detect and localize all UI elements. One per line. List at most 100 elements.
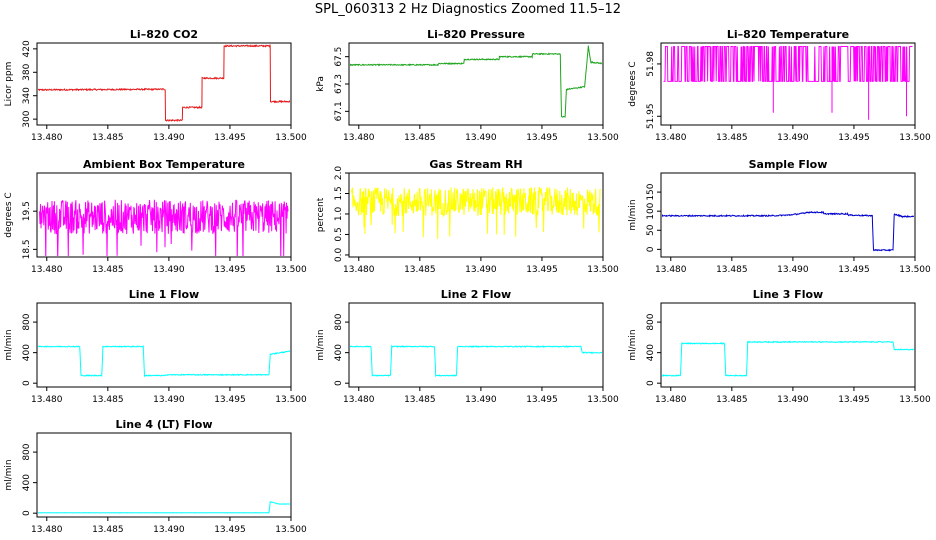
x-tick-label: 13.500 [587,265,619,275]
x-tick-label: 13.480 [655,133,687,143]
y-axis-label: percent [316,197,326,232]
series-line [350,45,602,118]
x-tick-label: 13.490 [465,395,497,405]
x-tick-label: 13.480 [655,395,687,405]
y-axis-label: ml/min [4,459,14,490]
plot-frame [660,302,916,388]
y-tick-label: 67.1 [334,101,344,121]
x-tick-label: 13.490 [777,133,809,143]
y-tick-label: 0 [334,380,344,386]
chart-panel-10: Line 4 (LT) Flow ml/min 13.480 13.485 13.490… [4,418,307,535]
x-tick-label: 13.495 [838,395,870,405]
y-tick-label: 50 [646,224,656,236]
x-tick-label: 13.485 [92,395,124,405]
x-tick-label: 13.480 [343,265,375,275]
y-tick-label: 800 [22,443,32,460]
series-line [39,199,289,256]
y-tick-label: 420 [22,40,32,57]
x-tick-label: 13.480 [343,395,375,405]
plot-frame [660,42,916,126]
chart-title: Li–820 Pressure [427,28,525,41]
y-axis-label: Licor ppm [4,62,14,107]
x-tick-label: 13.490 [153,133,185,143]
chart-panel-8: Line 2 Flow ml/min 13.480 13.485 13.490 13.49… [316,288,619,405]
y-tick-label: 800 [646,313,656,330]
x-tick-label: 13.485 [92,265,124,275]
x-tick-label: 13.480 [31,525,63,535]
x-tick-label: 13.485 [404,395,436,405]
series-line [38,501,290,514]
x-tick-label: 13.495 [526,265,558,275]
chart-panel-1: Li–820 CO2 Licor ppm 13.480 13.485 13.490 13.… [4,28,307,143]
plot-frame [36,302,292,388]
y-tick-label: 0.5 [334,227,344,241]
y-tick-label: 0.0 [334,248,344,263]
y-axis-label: ml/min [316,329,326,360]
y-tick-label: 51.95 [646,103,656,129]
y-tick-label: 19.5 [22,201,32,221]
x-tick-label: 13.485 [716,133,748,143]
x-tick-label: 13.490 [153,525,185,535]
y-tick-label: 340 [22,87,32,104]
x-tick-label: 13.480 [31,133,63,143]
chart-panel-2: Li–820 Pressure kPa 13.480 13.485 13.490 13.4… [316,28,619,143]
chart-panel-7: Line 1 Flow ml/min 13.480 13.485 13.490 13.49… [4,288,307,405]
plot-frame [36,172,292,258]
x-tick-label: 13.500 [275,133,307,143]
x-tick-label: 13.485 [92,133,124,143]
x-tick-label: 13.495 [214,525,246,535]
series-line [663,46,913,120]
chart-title: Ambient Box Temperature [83,158,245,171]
y-tick-label: 67.3 [334,74,344,94]
y-tick-label: 400 [22,344,32,361]
chart-title: Li–820 Temperature [727,28,849,41]
x-tick-label: 13.480 [655,265,687,275]
y-tick-label: 800 [334,313,344,330]
x-tick-label: 13.495 [214,133,246,143]
series-line [38,44,290,122]
plot-frame [348,302,604,388]
x-tick-label: 13.500 [587,133,619,143]
x-tick-label: 13.500 [275,525,307,535]
page-title: SPL_060313 2 Hz Diagnostics Zoomed 11.5–… [314,2,622,17]
chart-panel-6: Sample Flow ml/min 13.480 13.485 13.490 13.49… [628,158,931,275]
x-tick-label: 13.495 [526,133,558,143]
y-tick-label: 1.5 [334,186,344,200]
x-tick-label: 13.485 [716,265,748,275]
y-tick-label: 150 [646,183,656,200]
y-tick-label: 0 [646,246,656,252]
y-tick-label: 0 [22,510,32,516]
chart-panel-9: Line 3 Flow ml/min 13.480 13.485 13.490 13.49… [628,288,931,405]
series-line [350,344,602,378]
y-tick-label: 380 [22,63,32,80]
y-tick-label: 0 [22,380,32,386]
x-tick-label: 13.490 [777,395,809,405]
chart-panel-3: Li–820 Temperature degrees C 13.480 13.485 1… [628,28,931,143]
x-tick-label: 13.490 [465,133,497,143]
chart-title: Li–820 CO2 [130,28,198,41]
x-tick-label: 13.495 [838,133,870,143]
x-tick-label: 13.495 [214,265,246,275]
y-tick-label: 1.0 [334,207,344,222]
y-axis-label: degrees C [4,192,14,237]
y-axis-label: ml/min [628,329,638,360]
x-tick-label: 13.485 [404,265,436,275]
plot-frame [348,172,604,258]
y-axis-label: ml/min [4,329,14,360]
x-tick-label: 13.495 [214,395,246,405]
y-tick-label: 2.0 [334,166,344,181]
series-line [38,344,290,378]
y-tick-label: 67.5 [334,47,344,67]
x-tick-label: 13.500 [899,133,931,143]
plot-frame [660,172,916,258]
x-tick-label: 13.485 [404,133,436,143]
y-tick-label: 0 [646,380,656,386]
y-tick-label: 400 [646,344,656,361]
plot-frame [36,432,292,518]
y-axis-label: kPa [316,76,326,92]
chart-title: Sample Flow [749,158,828,171]
plot-frame [36,42,292,126]
x-tick-label: 13.500 [275,265,307,275]
x-tick-label: 13.490 [465,265,497,275]
